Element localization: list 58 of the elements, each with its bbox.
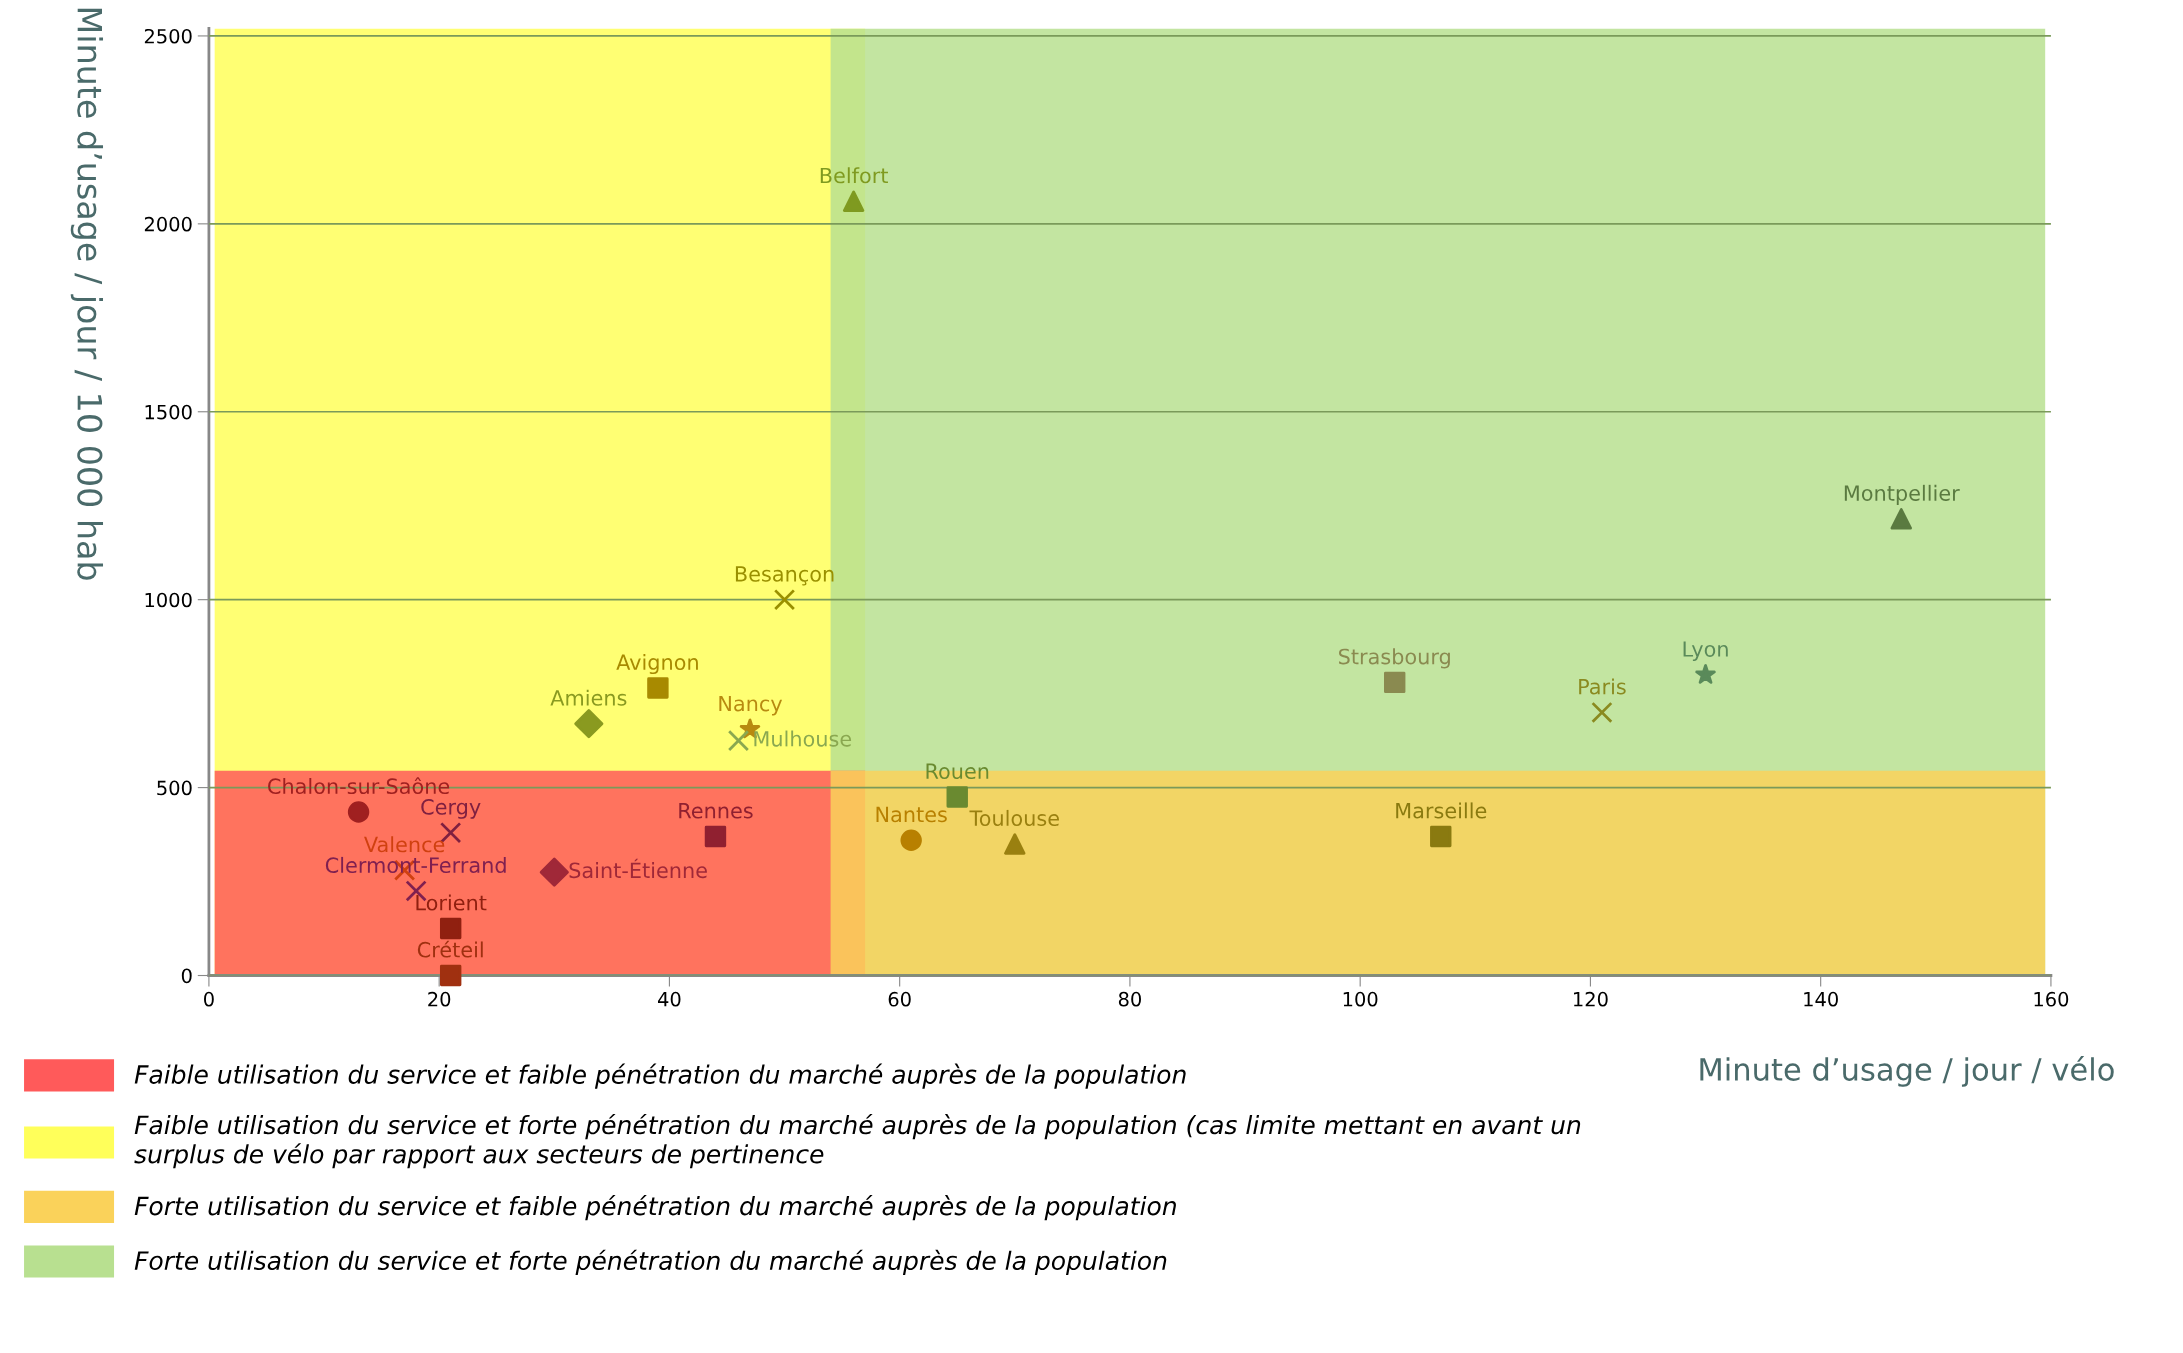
point	[900, 829, 922, 851]
point	[1430, 825, 1452, 848]
y-axis-title: Minute d’usage / jour / 10 000 hab	[70, 8, 104, 580]
x-tick-label: 160	[2034, 991, 2069, 1007]
series-label: Créteil	[417, 940, 483, 958]
series-label: Avignon	[616, 653, 698, 675]
series-label: Cergy	[421, 799, 481, 819]
y-tick-label: 0	[181, 968, 192, 984]
y-tick-label: 2500	[144, 28, 192, 44]
series-label: Lyon	[1683, 641, 1728, 661]
point	[704, 825, 727, 848]
point	[727, 729, 750, 752]
y-tick-label: 1000	[145, 592, 192, 608]
series-label: Saint-Étienne	[569, 858, 707, 879]
point	[946, 786, 968, 808]
point	[347, 801, 370, 823]
series-label: Toulouse	[969, 809, 1059, 827]
x-tick-label: 100	[1343, 991, 1378, 1007]
y-tick-label: 500	[157, 780, 192, 796]
y-tick-label: 2000	[144, 216, 192, 232]
series-label: Rouen	[926, 763, 989, 780]
x-tick-label: 20	[428, 991, 451, 1007]
x-tick-label: 80	[1118, 991, 1141, 1007]
legend-label: Faible utilisation du service et faible pénétration du marché auprès de la population	[134, 1063, 1186, 1089]
legend-label: Forte utilisation du service et faible pénétration du marché auprès de la population	[134, 1195, 1176, 1221]
y-tick-label: 1500	[145, 404, 192, 420]
series-label: Amiens	[550, 689, 627, 706]
series-label: Paris	[1579, 678, 1626, 695]
point	[773, 588, 796, 611]
series-label: Besançon	[735, 566, 834, 586]
point	[842, 190, 865, 212]
point	[439, 964, 462, 987]
series-label: Rennes	[679, 803, 753, 819]
x-tick-label: 140	[1804, 991, 1838, 1007]
series-label: Strasbourg	[1338, 648, 1450, 669]
series-label: Lorient	[416, 894, 487, 911]
point	[1695, 664, 1716, 684]
x-tick-label: 120	[1574, 991, 1608, 1007]
point	[574, 709, 604, 739]
series-label: Marseille	[1396, 802, 1487, 819]
series-label: Nancy	[719, 695, 783, 716]
point	[539, 857, 569, 887]
legend-label: Forte utilisation du service et forte pénétration du marché auprès de la population	[134, 1249, 1167, 1275]
point	[1004, 833, 1026, 855]
x-tick-label: 0	[204, 991, 214, 1007]
x-axis-title: Minute d’usage / jour / vélo	[1700, 1056, 2114, 1087]
x-tick-label: 40	[658, 991, 681, 1007]
series-label: Mulhouse	[754, 730, 852, 747]
point	[1384, 671, 1406, 694]
legend-label: Faible utilisation du service et forte pénétration du marché auprès de la population (cas limite mettant en avant un surplus de vélo par rapport aux secteurs de pertinence	[134, 1113, 1581, 1169]
series-label: Montpellier	[1844, 484, 1960, 505]
point	[439, 917, 462, 940]
point	[1890, 508, 1912, 530]
series-label: Valence	[364, 836, 445, 853]
point	[647, 677, 669, 699]
point	[1591, 701, 1613, 724]
x-tick-label: 60	[888, 991, 911, 1007]
series-label: Nantes	[876, 806, 947, 823]
